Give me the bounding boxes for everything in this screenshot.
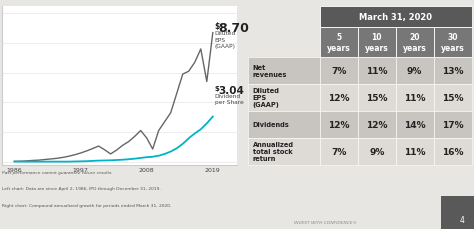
- Bar: [396, 57, 434, 84]
- Text: 17%: 17%: [442, 120, 464, 129]
- Text: 9%: 9%: [369, 147, 384, 156]
- Text: 10
years: 10 years: [365, 33, 389, 52]
- Bar: [358, 111, 396, 138]
- Text: Left chart: Data are since April 2, 1986, IPO through December 31, 2019.: Left chart: Data are since April 2, 1986…: [2, 187, 161, 191]
- Bar: [248, 138, 320, 165]
- Bar: [320, 28, 358, 57]
- Bar: [396, 84, 434, 111]
- Bar: [358, 138, 396, 165]
- Text: 3.04: 3.04: [218, 85, 244, 95]
- Bar: [396, 28, 434, 57]
- Text: 11%: 11%: [404, 147, 426, 156]
- Text: 4: 4: [460, 215, 465, 224]
- Text: Net
revenues: Net revenues: [253, 64, 287, 77]
- Text: 9%: 9%: [407, 66, 422, 75]
- Text: $: $: [215, 85, 219, 91]
- Text: Annualized
total stock
return: Annualized total stock return: [253, 142, 293, 161]
- Bar: [396, 138, 434, 165]
- Bar: [320, 111, 358, 138]
- Bar: [248, 57, 320, 84]
- Bar: [358, 57, 396, 84]
- Bar: [434, 84, 472, 111]
- Text: 7%: 7%: [331, 147, 346, 156]
- Text: Diluted
EPS
(GAAP): Diluted EPS (GAAP): [215, 31, 236, 49]
- Bar: [320, 57, 358, 84]
- Bar: [434, 111, 472, 138]
- Bar: [434, 57, 472, 84]
- Text: Diluted
EPS
(GAAP): Diluted EPS (GAAP): [253, 88, 280, 108]
- Bar: [358, 28, 396, 57]
- Text: 14%: 14%: [404, 120, 426, 129]
- Text: $: $: [215, 22, 220, 31]
- Bar: [320, 84, 358, 111]
- Text: 7%: 7%: [331, 66, 346, 75]
- Text: 11%: 11%: [366, 66, 387, 75]
- Text: Past performance cannot guarantee future results.: Past performance cannot guarantee future…: [2, 171, 113, 174]
- Bar: [248, 111, 320, 138]
- Text: 15%: 15%: [366, 93, 387, 102]
- Bar: [396, 111, 434, 138]
- Text: 11%: 11%: [404, 93, 426, 102]
- Text: 12%: 12%: [328, 93, 349, 102]
- Text: 16%: 16%: [442, 147, 464, 156]
- Text: 15%: 15%: [442, 93, 464, 102]
- Text: 8.70: 8.70: [218, 22, 249, 35]
- Text: 5
years: 5 years: [327, 33, 351, 52]
- Text: Dividend
per Share: Dividend per Share: [215, 93, 243, 104]
- Bar: [434, 138, 472, 165]
- Bar: [358, 84, 396, 111]
- Bar: [434, 28, 472, 57]
- Bar: [320, 7, 472, 28]
- Text: Right chart: Compound annualized growth for periods ended March 31, 2020.: Right chart: Compound annualized growth …: [2, 203, 172, 207]
- Text: 30
years: 30 years: [441, 33, 465, 52]
- Text: Dividends: Dividends: [253, 122, 289, 128]
- Text: 12%: 12%: [366, 120, 387, 129]
- Bar: [248, 84, 320, 111]
- Bar: [320, 138, 358, 165]
- Text: 20
years: 20 years: [403, 33, 427, 52]
- Text: 12%: 12%: [328, 120, 349, 129]
- Text: INVEST WITH CONFIDENCE®: INVEST WITH CONFIDENCE®: [294, 221, 357, 224]
- Text: March 31, 2020: March 31, 2020: [359, 13, 432, 22]
- Text: 13%: 13%: [442, 66, 464, 75]
